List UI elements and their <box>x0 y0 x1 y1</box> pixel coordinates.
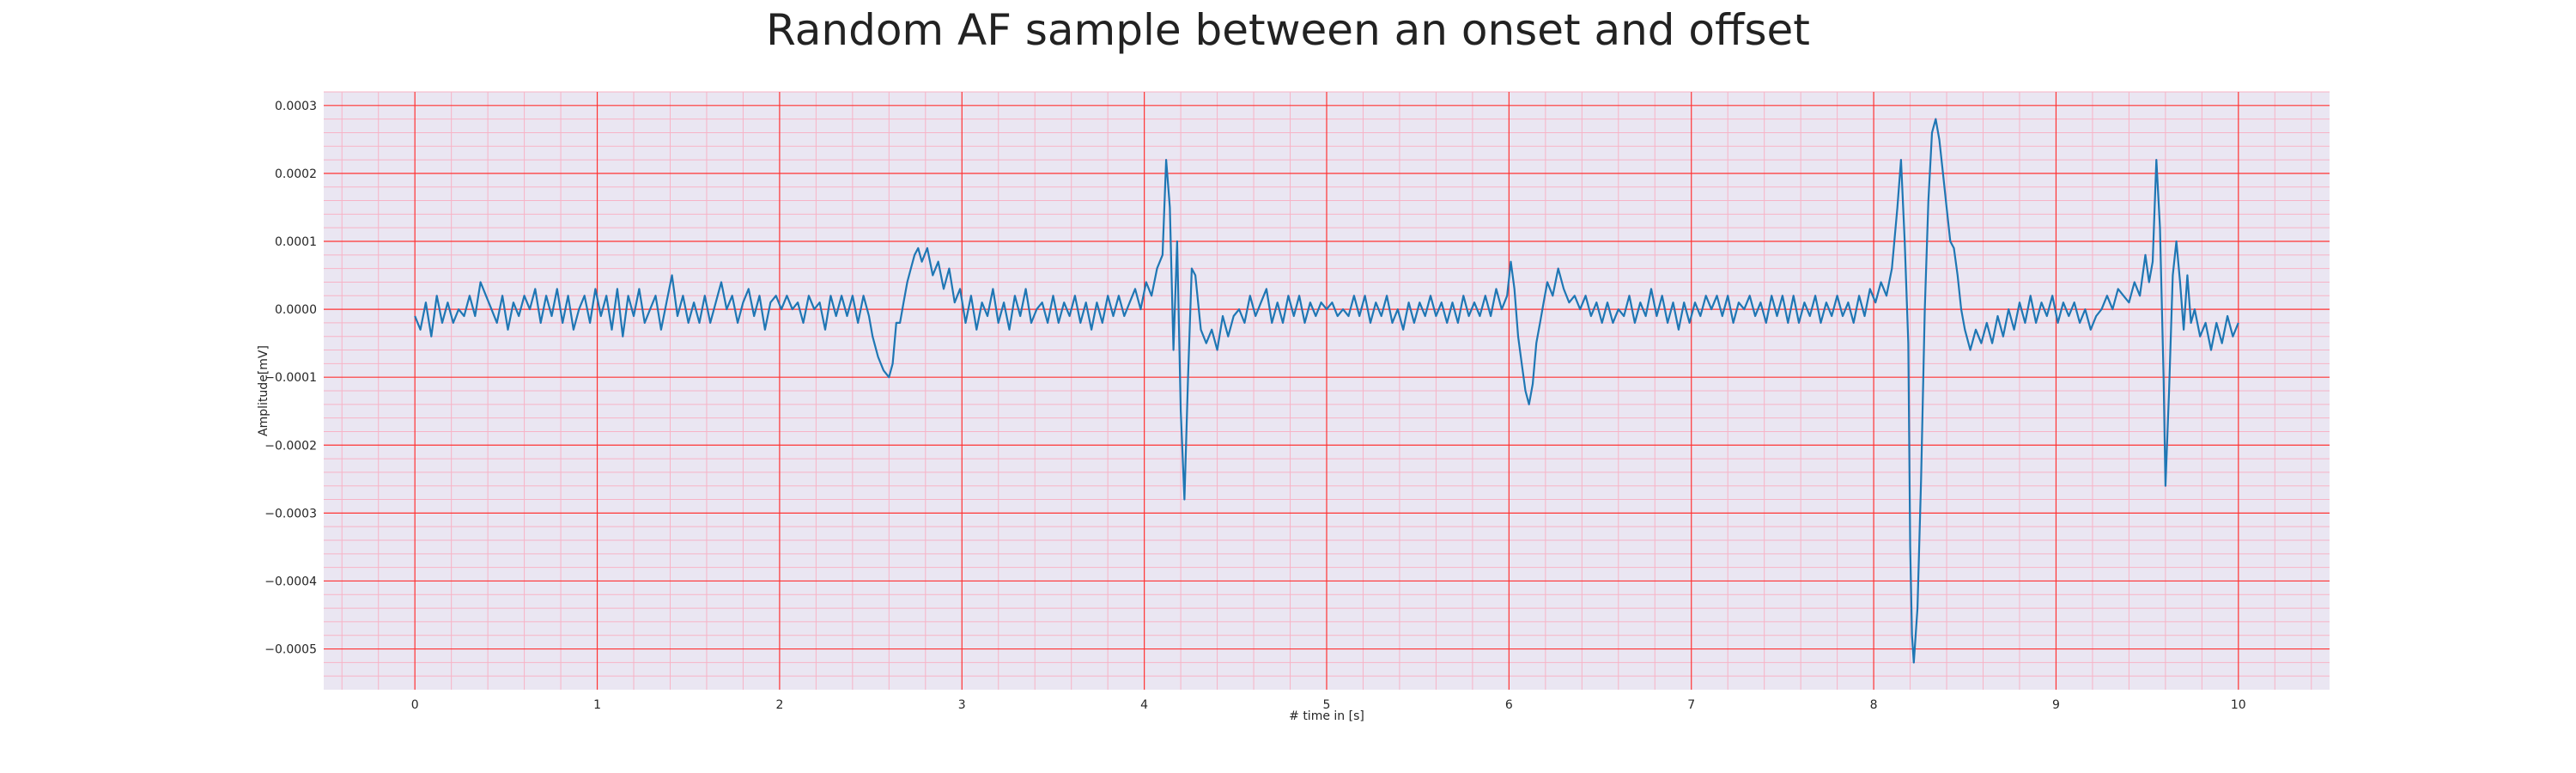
y-tick-label: −0.0002 <box>264 439 317 453</box>
y-tick-label: −0.0001 <box>264 371 317 385</box>
x-tick-labels: 0 1 2 3 4 5 6 7 8 9 10 <box>411 698 2246 712</box>
y-tick-label: 0.0000 <box>275 303 317 317</box>
x-axis-label: # time in [s] <box>1289 709 1364 723</box>
y-tick-label: 0.0001 <box>275 235 317 249</box>
y-tick-label: −0.0003 <box>264 507 317 520</box>
x-tick-label: 9 <box>2052 698 2060 712</box>
series-line <box>414 118 2239 664</box>
x-tick-label: 2 <box>775 698 783 712</box>
x-tick-label: 3 <box>958 698 966 712</box>
major-grid <box>324 92 2330 690</box>
x-tick-label: 10 <box>2231 698 2246 712</box>
y-tick-label: −0.0004 <box>264 575 317 588</box>
y-axis-label: Amplitude[mV] <box>257 345 270 436</box>
y-tick-label: −0.0005 <box>264 643 317 657</box>
x-tick-label: 0 <box>411 698 419 712</box>
x-tick-label: 6 <box>1505 698 1513 712</box>
x-tick-label: 1 <box>593 698 601 712</box>
x-tick-label: 5 <box>1323 698 1331 712</box>
x-tick-label: 7 <box>1687 698 1695 712</box>
chart-title: Random AF sample between an onset and of… <box>766 5 1810 55</box>
y-tick-label: 0.0002 <box>275 167 317 181</box>
y-tick-labels: 0.0003 0.0002 0.0001 0.0000 −0.0001 −0.0002 −0… <box>264 100 317 657</box>
x-tick-label: 8 <box>1870 698 1878 712</box>
x-tick-label: 4 <box>1140 698 1148 712</box>
y-tick-label: 0.0003 <box>275 100 317 113</box>
